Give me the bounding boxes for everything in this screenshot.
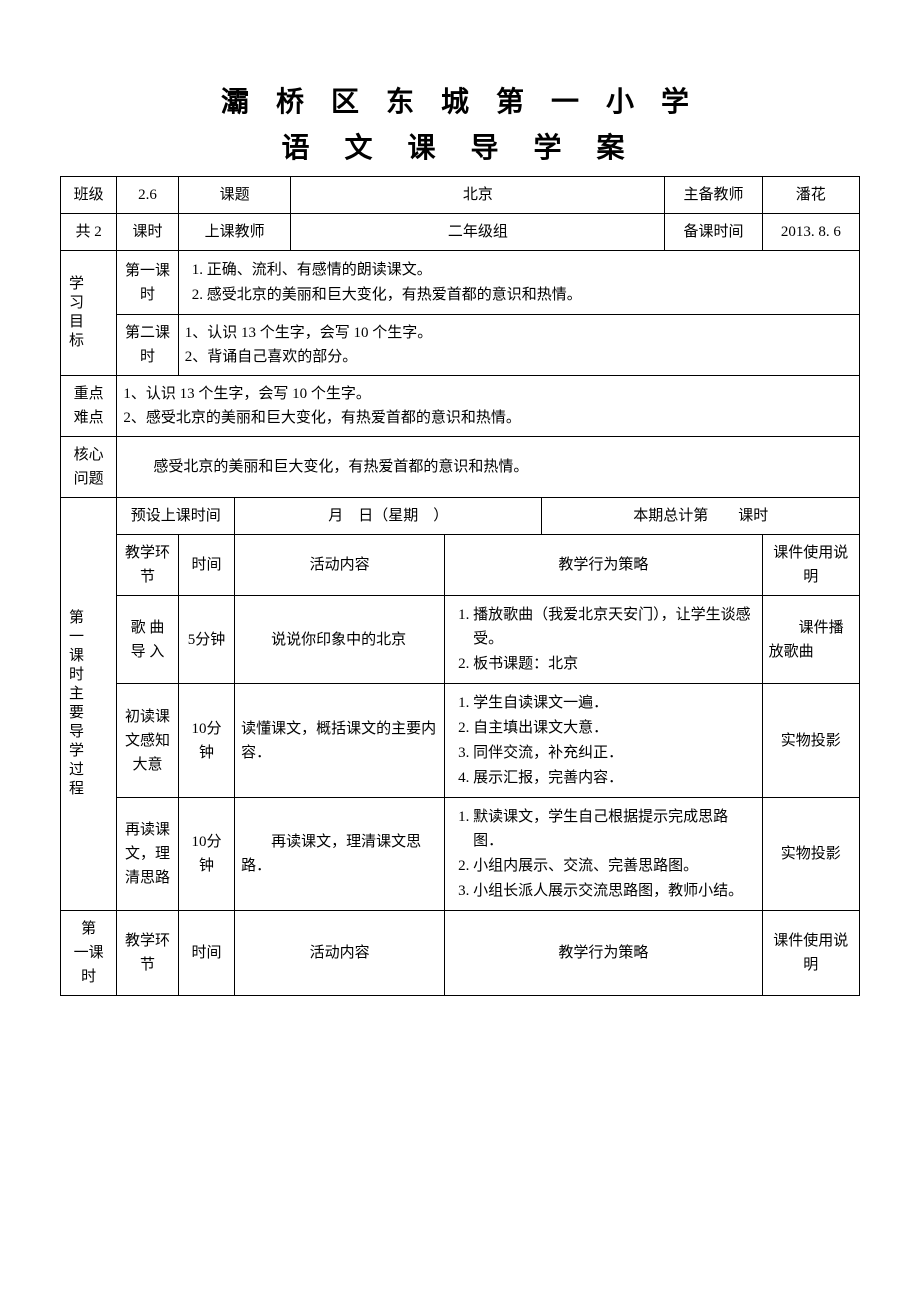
r2-strategy: 学生自读课文一遍． 自主填出课文大意． 同伴交流，补充纠正． 展示汇报，完善内容… (445, 684, 763, 798)
goals-row-2: 第二课时 1、认识 13 个生字，会写 10 个生字。 2、背诵自己喜欢的部分。 (61, 315, 860, 376)
r2-step: 初读课文感知大意 (117, 684, 178, 798)
goals-label: 学习目标 (61, 251, 117, 376)
r2-strategy-4: 展示汇报，完善内容． (473, 766, 756, 790)
teacher-label: 上课教师 (178, 214, 291, 251)
r3-step: 再读课文，理清思路 (117, 798, 178, 911)
teacher-value: 二年级组 (291, 214, 665, 251)
r1-time: 5分钟 (178, 596, 234, 684)
r2-courseware: 实物投影 (762, 684, 859, 798)
keypoints-line-2: 2、感受北京的美丽和巨大变化，有热爱首都的意识和热情。 (123, 406, 853, 430)
prep-time-label: 备课时间 (665, 214, 762, 251)
footer-step: 教学环节 (117, 911, 178, 996)
r1-strategy-1: 播放歌曲（我爱北京天安门），让学生谈感受。 (473, 603, 756, 651)
r3-activity: 再读课文，理清课文思路． (235, 798, 445, 911)
core-content: 感受北京的美丽和巨大变化，有热爱首都的意识和热情。 (117, 437, 860, 498)
col-step: 教学环节 (117, 535, 178, 596)
goals-p1-item-2: 感受北京的美丽和巨大变化，有热爱首都的意识和热情。 (207, 283, 853, 307)
r3-strategy-1: 默读课文，学生自己根据提示完成思路图． (473, 805, 756, 853)
r1-step: 歌 曲导 入 (117, 596, 178, 684)
core-text: 感受北京的美丽和巨大变化，有热爱首都的意识和热情。 (123, 455, 853, 479)
periods-unit: 课时 (117, 214, 178, 251)
prep-time-value: 2013. 8. 6 (762, 214, 859, 251)
keypoints-row: 重点难点 1、认识 13 个生字，会写 10 个生字。 2、感受北京的美丽和巨大… (61, 376, 860, 437)
r2-strategy-3: 同伴交流，补充纠正． (473, 741, 756, 765)
r1-strategy-2: 板书课题：北京 (473, 652, 756, 676)
footer-label: 第 一课 时 (61, 911, 117, 996)
r2-activity: 读懂课文，概括课文的主要内容． (235, 684, 445, 798)
r3-courseware: 实物投影 (762, 798, 859, 911)
preset-value: 月 日（星期 ） (235, 498, 542, 535)
r1-strategy: 播放歌曲（我爱北京天安门），让学生谈感受。 板书课题：北京 (445, 596, 763, 684)
footer-row: 第 一课 时 教学环节 时间 活动内容 教学行为策略 课件使用说明 (61, 911, 860, 996)
process-row-3: 再读课文，理清思路 10分钟 再读课文，理清课文思路． 默读课文，学生自己根据提… (61, 798, 860, 911)
goals-p2-label: 第二课时 (117, 315, 178, 376)
periods-label: 共 2 (61, 214, 117, 251)
footer-time: 时间 (178, 911, 234, 996)
r2-strategy-2: 自主填出课文大意． (473, 716, 756, 740)
lesson-plan-table: 班级 2.6 课题 北京 主备教师 潘花 共 2 课时 上课教师 二年级组 备课… (60, 176, 860, 996)
r3-strategy: 默读课文，学生自己根据提示完成思路图． 小组内展示、交流、完善思路图。 小组长派… (445, 798, 763, 911)
footer-courseware: 课件使用说明 (762, 911, 859, 996)
preset-label: 预设上课时间 (117, 498, 235, 535)
topic-value: 北京 (291, 177, 665, 214)
r3-time: 10分钟 (178, 798, 234, 911)
term-label: 本期总计第 课时 (542, 498, 860, 535)
col-courseware: 课件使用说明 (762, 535, 859, 596)
keypoints-label: 重点难点 (61, 376, 117, 437)
keypoints-line-1: 1、认识 13 个生字，会写 10 个生字。 (123, 382, 853, 406)
r2-time: 10分钟 (178, 684, 234, 798)
columns-header-row: 教学环节 时间 活动内容 教学行为策略 课件使用说明 (61, 535, 860, 596)
process-row-2: 初读课文感知大意 10分钟 读懂课文，概括课文的主要内容． 学生自读课文一遍． … (61, 684, 860, 798)
r1-activity: 说说你印象中的北京 (235, 596, 445, 684)
meta-row-1: 班级 2.6 课题 北京 主备教师 潘花 (61, 177, 860, 214)
col-time: 时间 (178, 535, 234, 596)
r2-strategy-1: 学生自读课文一遍． (473, 691, 756, 715)
goals-row-1: 学习目标 第一课时 正确、流利、有感情的朗读课文。 感受北京的美丽和巨大变化，有… (61, 251, 860, 315)
goals-p2-content: 1、认识 13 个生字，会写 10 个生字。 2、背诵自己喜欢的部分。 (178, 315, 859, 376)
main-teacher-label: 主备教师 (665, 177, 762, 214)
goals-p1-item-1: 正确、流利、有感情的朗读课文。 (207, 258, 853, 282)
topic-label: 课题 (178, 177, 291, 214)
goals-p2-item-2: 2、背诵自己喜欢的部分。 (185, 345, 853, 369)
core-label: 核心问题 (61, 437, 117, 498)
core-row: 核心问题 感受北京的美丽和巨大变化，有热爱首都的意识和热情。 (61, 437, 860, 498)
r1-courseware: 课件播放歌曲 (762, 596, 859, 684)
goals-p1-content: 正确、流利、有感情的朗读课文。 感受北京的美丽和巨大变化，有热爱首都的意识和热情… (178, 251, 859, 315)
r3-strategy-2: 小组内展示、交流、完善思路图。 (473, 854, 756, 878)
process-label: 第一课时主要导学过程 (61, 498, 117, 911)
class-label: 班级 (61, 177, 117, 214)
process-row-1: 歌 曲导 入 5分钟 说说你印象中的北京 播放歌曲（我爱北京天安门），让学生谈感… (61, 596, 860, 684)
goals-p1-label: 第一课时 (117, 251, 178, 315)
footer-strategy: 教学行为策略 (445, 911, 763, 996)
keypoints-content: 1、认识 13 个生字，会写 10 个生字。 2、感受北京的美丽和巨大变化，有热… (117, 376, 860, 437)
goals-p2-item-1: 1、认识 13 个生字，会写 10 个生字。 (185, 321, 853, 345)
class-value: 2.6 (117, 177, 178, 214)
main-teacher-value: 潘花 (762, 177, 859, 214)
school-title: 灞 桥 区 东 城 第 一 小 学 (60, 80, 860, 120)
meta-row-2: 共 2 课时 上课教师 二年级组 备课时间 2013. 8. 6 (61, 214, 860, 251)
col-strategy: 教学行为策略 (445, 535, 763, 596)
col-activity: 活动内容 (235, 535, 445, 596)
schedule-row: 第一课时主要导学过程 预设上课时间 月 日（星期 ） 本期总计第 课时 (61, 498, 860, 535)
doc-title: 语 文 课 导 学 案 (60, 126, 860, 166)
r3-strategy-3: 小组长派人展示交流思路图，教师小结。 (473, 879, 756, 903)
footer-activity: 活动内容 (235, 911, 445, 996)
